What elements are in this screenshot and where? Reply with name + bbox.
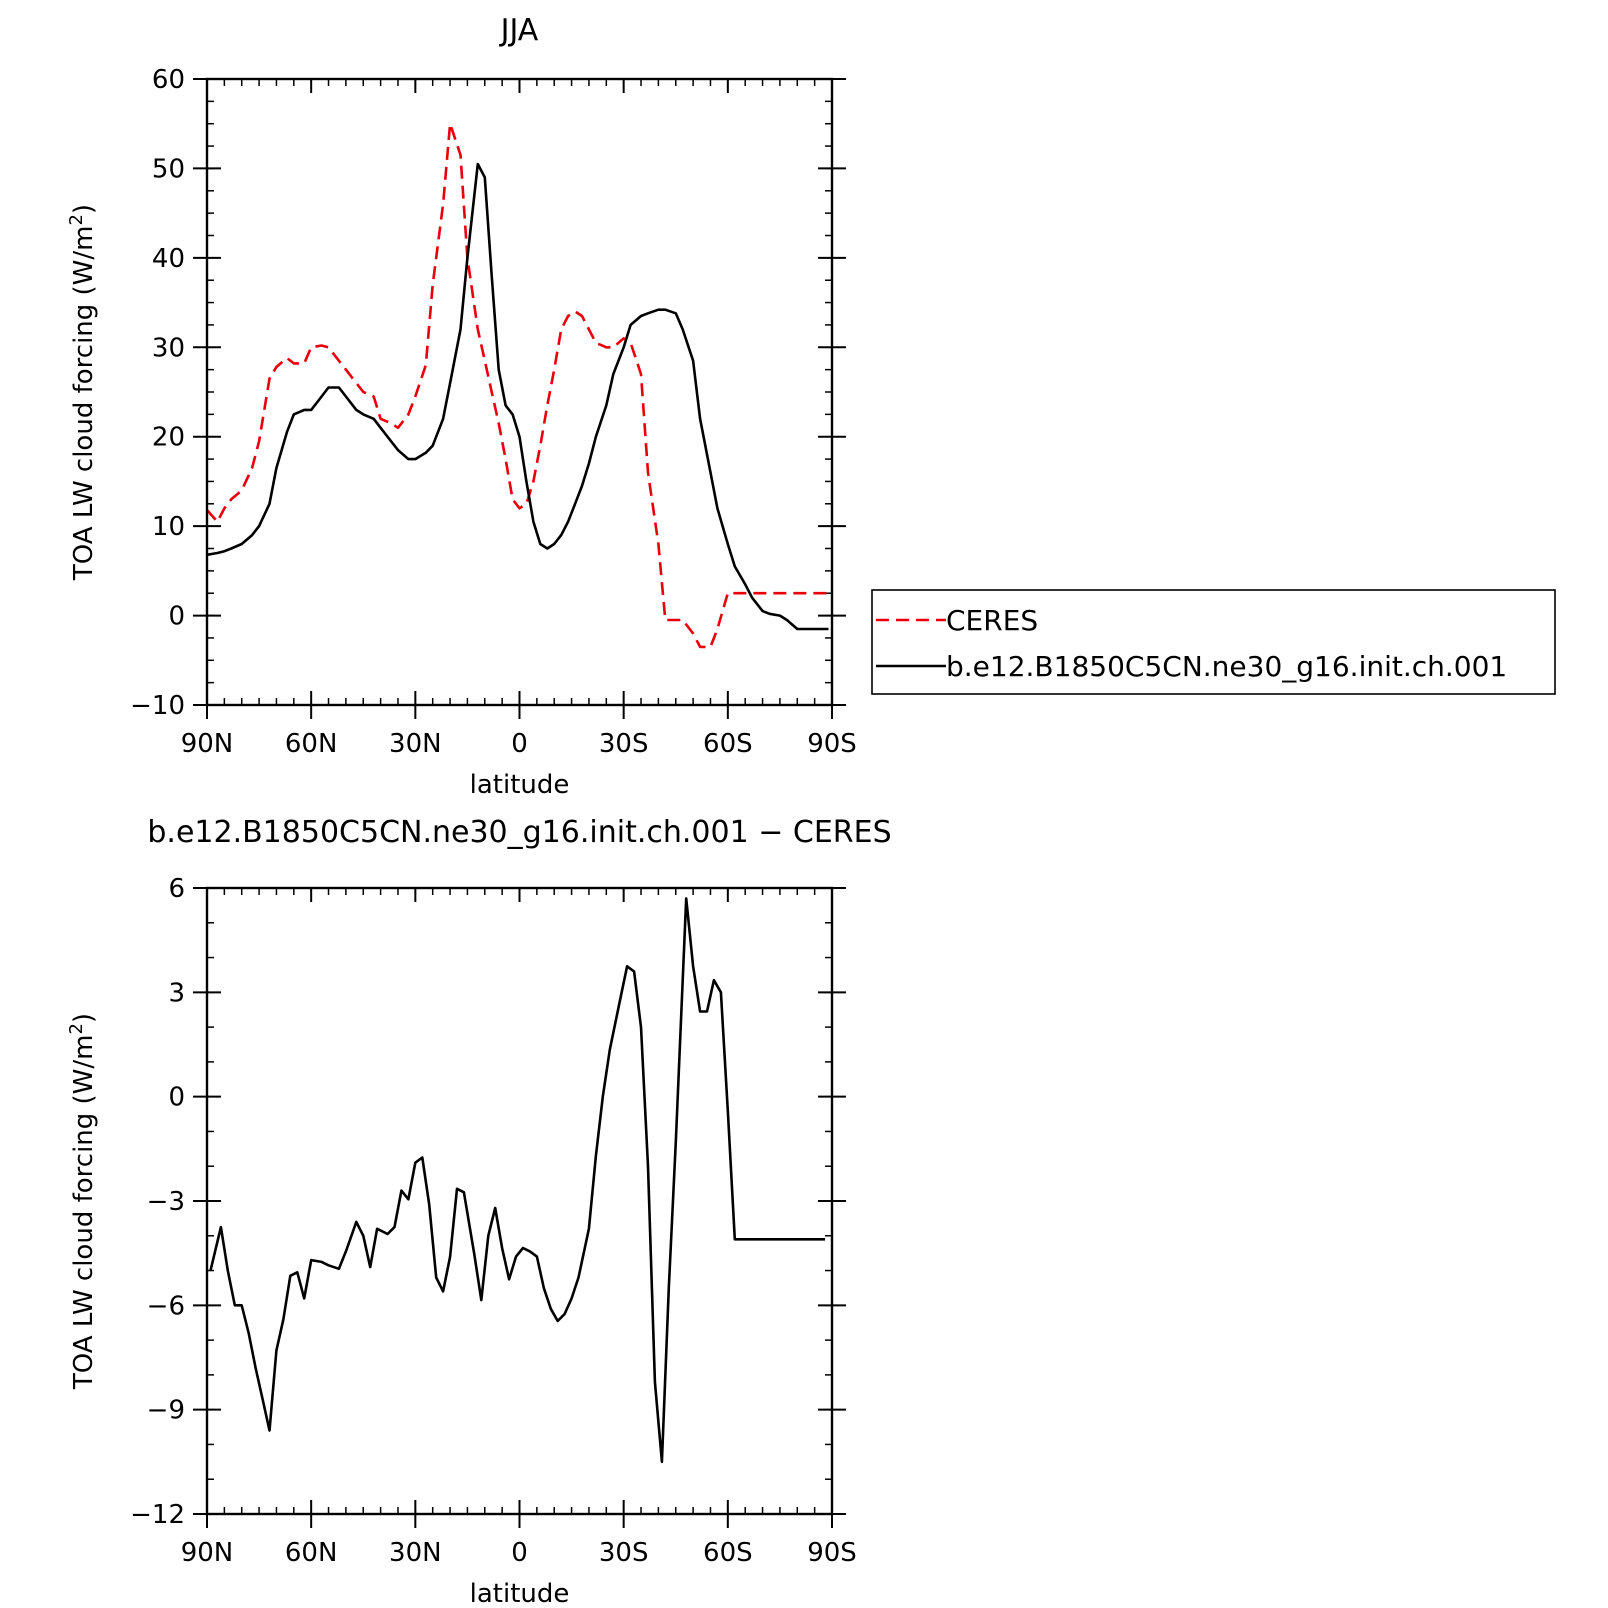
chart-title: JJA (499, 13, 539, 48)
x-tick-label: 60N (285, 1538, 338, 1568)
y-tick-label: −12 (130, 1500, 185, 1530)
legend-label: b.e12.B1850C5CN.ne30_g16.init.ch.001 (946, 650, 1507, 683)
y-tick-label: 10 (152, 512, 185, 542)
x-tick-label: 0 (511, 1538, 528, 1568)
y-axis-label: TOA LW cloud forcing (W/m2) (66, 1013, 99, 1390)
x-tick-label: 90N (181, 729, 234, 759)
y-tick-label: −3 (147, 1187, 185, 1217)
x-axis-label: latitude (470, 1579, 570, 1608)
plot-frame (205, 886, 834, 1516)
chart-title: b.e12.B1850C5CN.ne30_g16.init.ch.001 − C… (147, 815, 891, 850)
y-tick-label: −10 (130, 691, 185, 721)
y-axis-label-superscript: 2 (66, 1023, 87, 1034)
x-tick-label: 90S (807, 729, 857, 759)
x-tick-label: 30N (389, 1538, 442, 1568)
x-tick-label: 60S (703, 1538, 753, 1568)
minor-ticks (206, 887, 833, 1515)
y-axis-label-main: TOA LW cloud forcing (W/m (69, 1035, 99, 1391)
legend-label: CERES (946, 604, 1038, 637)
chart-panel-2: b.e12.B1850C5CN.ne30_g16.init.ch.001 − C… (66, 815, 892, 1608)
x-tick-label: 0 (511, 729, 528, 759)
y-tick-label: 60 (152, 65, 185, 95)
y-tick-label: 0 (168, 602, 185, 632)
y-axis-label-superscript: 2 (66, 214, 87, 225)
plot-frame (205, 77, 834, 707)
y-tick-label: 30 (152, 333, 185, 363)
y-tick-label: 0 (168, 1083, 185, 1113)
x-tick-label: 30N (389, 729, 442, 759)
series-line-ceres (206, 122, 829, 649)
y-tick-label: 20 (152, 423, 185, 453)
x-axis-label: latitude (470, 770, 570, 800)
y-axis-label-main: TOA LW cloud forcing (W/m (69, 226, 99, 582)
y-axis-label-end: ) (69, 204, 99, 214)
y-tick-label: −9 (147, 1396, 185, 1426)
x-tick-label: 60N (285, 729, 338, 759)
y-tick-label: 40 (152, 244, 185, 274)
series-line-model (206, 162, 829, 631)
legend-box (871, 589, 1556, 695)
y-axis-label-end: ) (69, 1013, 99, 1023)
legend: CERES b.e12.B1850C5CN.ne30_g16.init.ch.00… (871, 589, 1556, 695)
y-tick-label: 3 (168, 978, 185, 1008)
y-axis-label: TOA LW cloud forcing (W/m2) (66, 204, 99, 581)
x-tick-label: 90S (807, 1538, 857, 1568)
y-tick-label: 6 (168, 874, 185, 904)
y-tick-label: −6 (147, 1291, 185, 1321)
chart-panel-1: JJA 90N 60N 30N 0 30S 60S 90S −10 0 10 20 30 40 50 60 la… (66, 13, 1556, 800)
x-tick-label: 30S (599, 1538, 649, 1568)
x-tick-label: 90N (181, 1538, 234, 1568)
minor-ticks (206, 78, 833, 706)
x-tick-label: 30S (599, 729, 649, 759)
x-tick-label: 60S (703, 729, 753, 759)
y-tick-label: 50 (152, 154, 185, 184)
series-line-model (209, 897, 826, 1464)
